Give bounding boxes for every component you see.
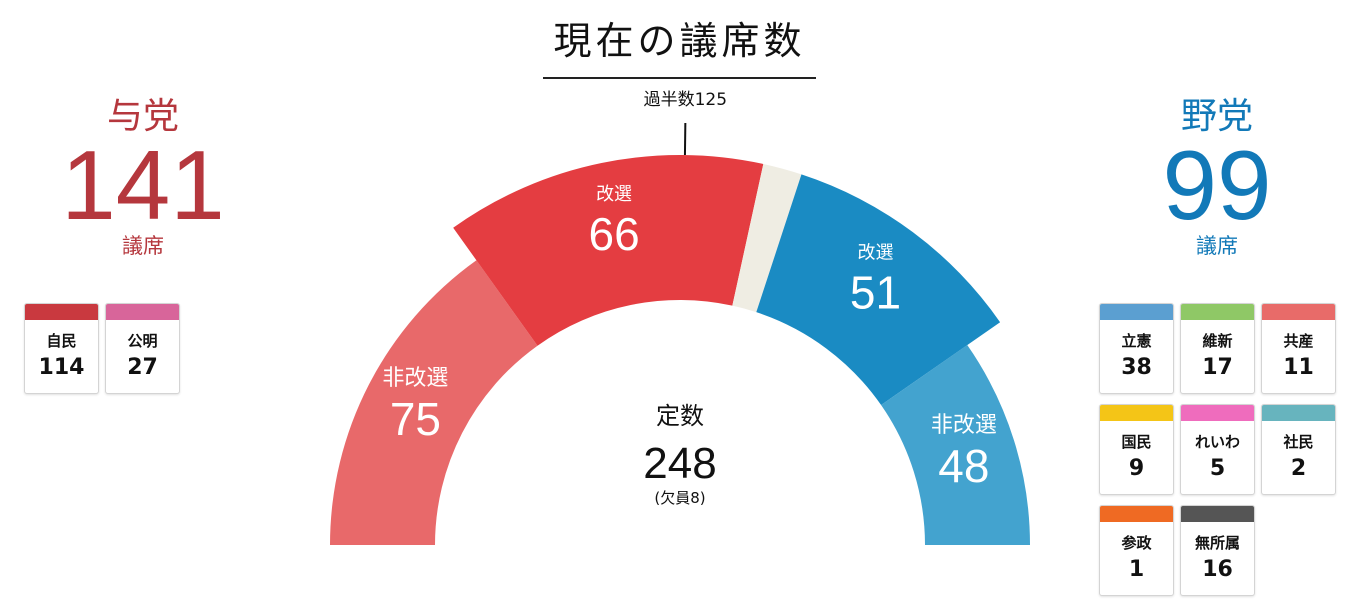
- segment-label: 改選: [596, 184, 632, 205]
- party-name: 維新: [1202, 332, 1233, 350]
- opposition-summary: 野党 99 議席: [1122, 95, 1312, 261]
- party-seats: 9: [1128, 456, 1145, 481]
- seat-segment-3: [756, 174, 1001, 406]
- party-seats: 27: [127, 355, 158, 380]
- party-name: 立憲: [1121, 332, 1152, 350]
- segment-value: 66: [588, 208, 639, 260]
- ruling-summary: 与党 141 議席: [48, 95, 238, 261]
- party-name: 公明: [127, 332, 158, 350]
- party-card-opposition: れいわ 5: [1180, 404, 1255, 495]
- party-card-opposition: 参政 1: [1099, 505, 1174, 596]
- opposition-label: 野党: [1180, 96, 1253, 137]
- party-seats: 114: [38, 355, 85, 380]
- segment-label: 非改選: [931, 413, 997, 438]
- opposition-seat-count: 99: [1162, 130, 1272, 240]
- seat-segment-1: [453, 155, 764, 346]
- party-card-ruling: 自民 114: [24, 303, 99, 394]
- party-color-bar: [1181, 304, 1254, 320]
- opposition-seat-unit: 議席: [1196, 234, 1238, 258]
- party-name: 自民: [46, 332, 77, 350]
- party-card-ruling: 公明 27: [105, 303, 180, 394]
- majority-label: 過半数125: [644, 90, 727, 110]
- party-color-bar: [1100, 304, 1173, 320]
- party-seats: 5: [1209, 456, 1226, 481]
- party-card-opposition: 共産 11: [1261, 303, 1336, 394]
- party-name: れいわ: [1194, 433, 1240, 451]
- party-color-bar: [1181, 405, 1254, 421]
- party-seats: 38: [1121, 355, 1152, 380]
- party-name: 無所属: [1194, 534, 1240, 552]
- party-color-bar: [1262, 405, 1335, 421]
- party-seats: 2: [1290, 456, 1307, 481]
- party-name: 参政: [1121, 534, 1152, 552]
- ruling-label: 与党: [106, 96, 179, 137]
- seat-segment-4: [881, 345, 1030, 545]
- party-card-opposition: 国民 9: [1099, 404, 1174, 495]
- ruling-seat-count: 141: [61, 130, 225, 240]
- party-color-bar: [1262, 304, 1335, 320]
- segment-label: 改選: [858, 242, 894, 263]
- total-note: (欠員8): [654, 489, 705, 507]
- party-name: 社民: [1283, 433, 1314, 451]
- party-seats: 17: [1202, 355, 1233, 380]
- party-color-bar: [1100, 405, 1173, 421]
- party-seats: 16: [1202, 557, 1233, 582]
- party-card-opposition: 維新 17: [1180, 303, 1255, 394]
- party-card-opposition: 立憲 38: [1099, 303, 1174, 394]
- seat-segment-0: [330, 260, 538, 545]
- segment-value: 48: [938, 440, 989, 492]
- party-seats: 11: [1283, 355, 1314, 380]
- party-card-opposition: 無所属 16: [1180, 505, 1255, 596]
- party-color-bar: [25, 304, 98, 320]
- total-label: 定数: [656, 402, 704, 430]
- ruling-seat-unit: 議席: [122, 234, 164, 258]
- party-seats: 1: [1128, 557, 1145, 582]
- page-title: 現在の議席数: [543, 10, 816, 79]
- segment-value: 51: [850, 266, 901, 318]
- party-color-bar: [1181, 506, 1254, 522]
- party-card-opposition: 社民 2: [1261, 404, 1336, 495]
- party-name: 共産: [1283, 332, 1314, 350]
- segment-label: 非改選: [382, 366, 448, 391]
- party-color-bar: [1100, 506, 1173, 522]
- party-color-bar: [106, 304, 179, 320]
- party-name: 国民: [1121, 433, 1152, 451]
- seat-segment-2: [732, 164, 802, 313]
- segment-value: 75: [390, 393, 441, 445]
- total-value: 248: [643, 439, 716, 488]
